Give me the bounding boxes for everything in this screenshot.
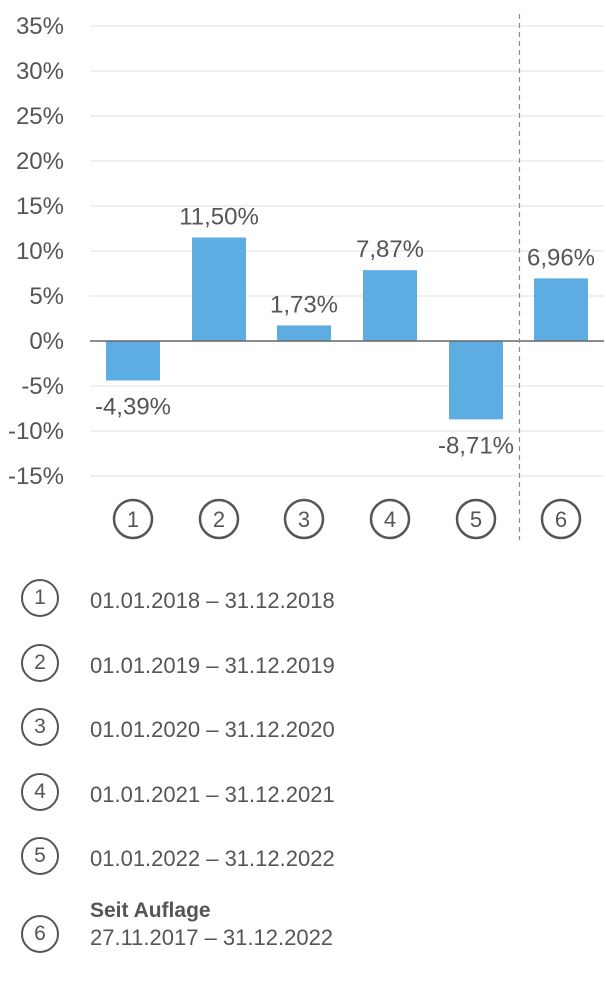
bar-1 <box>106 341 160 381</box>
y-tick-label: 10% <box>16 238 64 265</box>
bar-3 <box>277 325 331 341</box>
legend-marker-3: 3 <box>21 708 59 746</box>
legend-marker-2: 2 <box>21 643 59 682</box>
data-label-4: 7,87% <box>356 236 424 263</box>
bar-2 <box>192 237 246 341</box>
y-tick-label: 35% <box>16 13 64 40</box>
y-tick-label: -15% <box>8 463 64 490</box>
bar-6 <box>534 278 588 341</box>
y-tick-label: -10% <box>8 418 64 445</box>
data-labels: -4,39% 11,50% 1,73% 7,87% -8,71% 6,96% <box>95 204 595 460</box>
bars <box>106 237 588 420</box>
legend-range-3: 01.01.2020 – 31.12.2020 <box>90 717 335 742</box>
category-marker-label: 2 <box>213 507 225 532</box>
legend-range-5: 01.01.2022 – 31.12.2022 <box>90 846 335 871</box>
legend-title-6: Seit Auflage <box>90 898 211 922</box>
legend: 1 01.01.2018 – 31.12.2018 2 01.01.2019 –… <box>0 568 606 975</box>
data-label-5: -8,71% <box>438 432 514 459</box>
legend-range-4: 01.01.2021 – 31.12.2021 <box>90 781 335 807</box>
category-marker-label: 1 <box>127 507 139 532</box>
category-marker-label: 4 <box>384 507 396 532</box>
y-tick-label: -5% <box>21 373 64 400</box>
category-marker-label: 5 <box>470 507 482 532</box>
category-markers: 1 2 3 4 5 6 <box>112 498 582 540</box>
legend-marker-4: 4 <box>21 772 59 811</box>
y-tick-label: 5% <box>29 283 64 310</box>
category-marker-circle <box>198 498 240 540</box>
data-label-1: -4,39% <box>95 394 171 421</box>
y-tick-label: 20% <box>16 148 64 175</box>
bar-chart: 35% 30% 25% 20% 15% 10% 5% 0% -5% -10% -15% -4,39%… <box>8 13 604 540</box>
legend-marker-5: 5 <box>21 837 59 875</box>
y-tick-label: 0% <box>29 328 64 355</box>
legend-item-3: 3 01.01.2020 – 31.12.2020 <box>0 697 606 762</box>
legend-text-6: Seit Auflage 27.11.2017 – 31.12.2022 <box>90 899 333 951</box>
legend-item-6: 6 Seit Auflage 27.11.2017 – 31.12.2022 <box>0 895 606 975</box>
bar-5 <box>449 341 503 420</box>
legend-item-4: 4 01.01.2021 – 31.12.2021 <box>0 762 606 827</box>
y-axis-ticks: 35% 30% 25% 20% 15% 10% 5% 0% -5% -10% -15% <box>8 13 64 490</box>
category-marker-label: 6 <box>555 507 567 532</box>
legend-item-5: 5 01.01.2022 – 31.12.2022 <box>0 826 606 891</box>
category-marker-circle <box>283 498 325 540</box>
data-label-3: 1,73% <box>270 291 338 318</box>
category-marker-label: 3 <box>298 507 310 532</box>
data-label-2: 11,50% <box>179 204 259 231</box>
legend-range-1: 01.01.2018 – 31.12.2018 <box>90 588 335 613</box>
bar-4 <box>363 270 417 341</box>
legend-item-1: 1 01.01.2018 – 31.12.2018 <box>0 568 606 633</box>
y-tick-label: 30% <box>16 58 64 85</box>
grid-lines <box>90 25 604 477</box>
legend-marker-1: 1 <box>21 579 59 617</box>
category-marker-circle <box>540 498 582 540</box>
category-marker-circle <box>455 498 497 540</box>
data-label-6: 6,96% <box>527 244 595 271</box>
category-marker-circle <box>369 498 411 540</box>
y-tick-label: 15% <box>16 193 64 220</box>
legend-range-6: 27.11.2017 – 31.12.2022 <box>90 924 334 950</box>
y-tick-label: 25% <box>16 103 64 130</box>
legend-item-2: 2 01.01.2019 – 31.12.2019 <box>0 633 606 698</box>
legend-range-2: 01.01.2019 – 31.12.2019 <box>90 652 335 678</box>
legend-marker-6: 6 <box>21 914 59 953</box>
category-marker-circle <box>112 498 154 540</box>
